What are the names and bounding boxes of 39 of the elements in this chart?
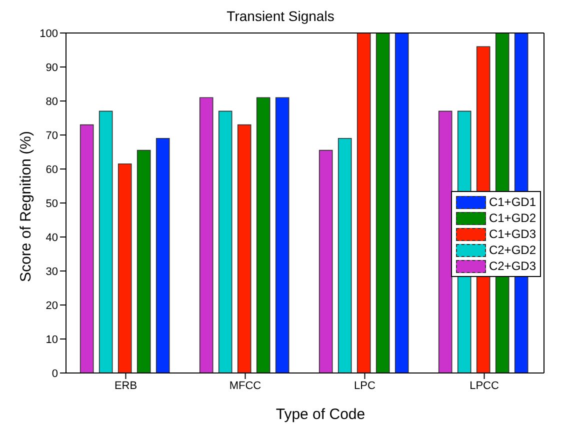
bar <box>256 97 270 373</box>
legend-label: C2+GD2 <box>488 242 536 258</box>
bar <box>237 124 252 373</box>
y-tick-label: 50 <box>46 198 58 210</box>
legend-label: C2+GD3 <box>488 258 536 274</box>
x-tick-label: MFCC <box>229 380 262 392</box>
bar <box>394 33 409 373</box>
bar <box>338 138 352 373</box>
x-tick-label: ERB <box>114 380 138 392</box>
y-tick-label: 40 <box>46 232 58 244</box>
y-axis-title: Score of Regnition (%) <box>18 130 34 284</box>
x-tick-label: LPC <box>354 380 376 392</box>
bar <box>136 150 151 373</box>
y-tick-label: 80 <box>46 96 58 108</box>
bar <box>318 150 333 373</box>
chart-title: Transient Signals <box>226 8 336 24</box>
bar <box>156 138 170 373</box>
bar <box>356 33 371 373</box>
x-axis-title: Type of Code <box>274 406 366 423</box>
y-tick-label: 30 <box>46 266 58 278</box>
bar <box>438 110 452 373</box>
y-tick-label: 10 <box>46 334 58 346</box>
bar <box>80 124 94 373</box>
bar <box>98 110 113 373</box>
bar <box>218 110 232 373</box>
legend-label: C1+GD1 <box>488 194 536 210</box>
y-tick-label: 70 <box>46 130 58 142</box>
y-tick-label: 20 <box>46 300 58 312</box>
legend-label: C1+GD2 <box>488 210 536 226</box>
y-tick-label: 60 <box>46 164 58 176</box>
y-tick-label: 100 <box>40 28 58 40</box>
y-tick-label: 0 <box>52 368 58 380</box>
legend-label: C1+GD3 <box>488 226 536 242</box>
y-tick-label: 90 <box>46 62 58 74</box>
x-tick-label: LPCC <box>470 380 499 392</box>
bar <box>118 164 132 373</box>
bar <box>275 97 290 373</box>
bar <box>199 97 214 373</box>
bar <box>376 33 390 373</box>
